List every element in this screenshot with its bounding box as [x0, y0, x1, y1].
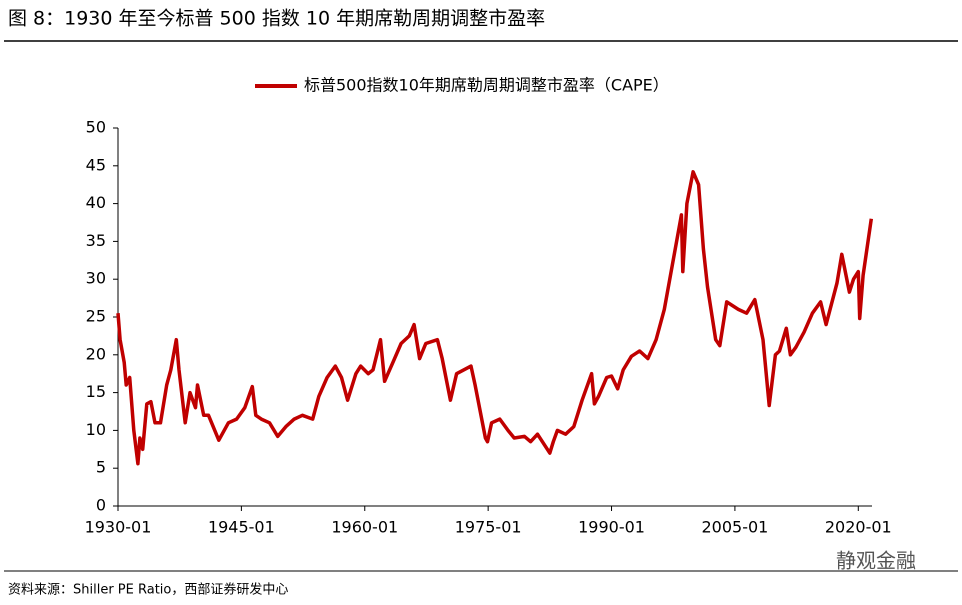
y-tick-label: 25 — [86, 307, 106, 326]
source-note: 资料来源：Shiller PE Ratio，西部证券研发中心 — [8, 582, 288, 598]
legend-label: 标普500指数10年期席勒周期调整市盈率（CAPE） — [304, 76, 669, 95]
y-tick-label: 40 — [86, 193, 106, 212]
y-tick-label: 50 — [86, 118, 106, 137]
y-tick-label: 30 — [86, 269, 106, 288]
watermark: 静观金融 — [836, 549, 916, 573]
chart-title: 图 8：1930 年至今标普 500 指数 10 年期席勒周期调整市盈率 — [8, 8, 545, 30]
y-tick-label: 20 — [86, 344, 106, 363]
x-tick-label: 1975-01 — [455, 518, 522, 537]
y-tick-label: 5 — [96, 458, 106, 477]
y-tick-label: 45 — [86, 155, 106, 174]
x-tick-label: 1930-01 — [85, 518, 152, 537]
x-tick-label: 1990-01 — [578, 518, 645, 537]
y-tick-label: 0 — [96, 496, 106, 515]
x-tick-label: 2020-01 — [825, 518, 892, 537]
y-tick-label: 35 — [86, 231, 106, 250]
x-tick-label: 1945-01 — [208, 518, 275, 537]
x-tick-label: 2005-01 — [701, 518, 768, 537]
y-tick-label: 15 — [86, 382, 106, 401]
x-tick-label: 1960-01 — [331, 518, 398, 537]
data-line — [116, 170, 874, 466]
y-tick-label: 10 — [86, 420, 106, 439]
